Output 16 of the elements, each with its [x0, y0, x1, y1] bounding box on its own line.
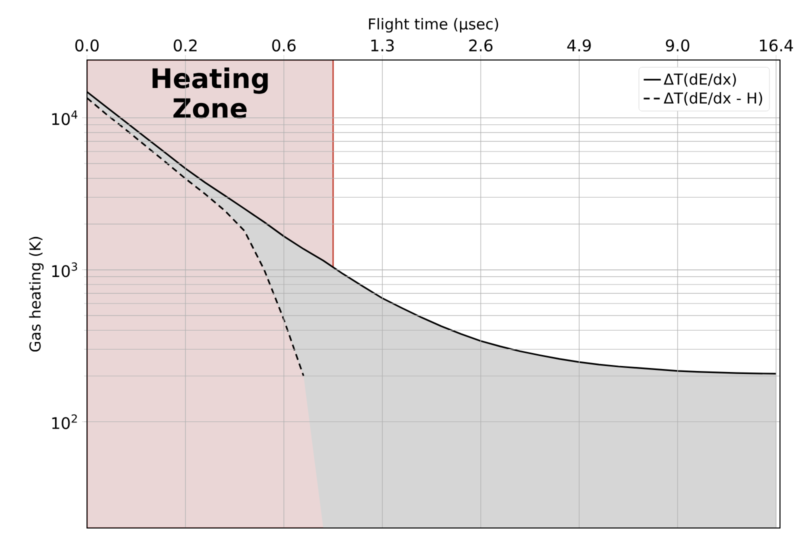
x-tick-label: 0.0 [75, 39, 99, 52]
x-tick-label: 1.3 [371, 39, 394, 52]
x-tick-label: 0.2 [174, 39, 197, 52]
x-tick-label: 9.0 [666, 39, 690, 52]
y-tick-label: 10$^{3}$ [52, 262, 78, 278]
y-tick-label: 10$^{4}$ [52, 110, 78, 126]
x-tick-label: 2.6 [469, 39, 492, 52]
annotation: Heating Zone [152, 68, 268, 118]
x-axis-title: Flight time (μsec) [369, 18, 498, 32]
x-tick-label: 0.6 [272, 39, 296, 52]
y-axis-title: Gas heating (K) [29, 236, 44, 352]
x-tick-label: 16.4 [760, 39, 793, 52]
legend-label: ΔT(dE/dx - H) [664, 92, 762, 106]
x-tick-label: 4.9 [567, 39, 591, 52]
y-tick-label: 10$^{2}$ [52, 414, 77, 430]
legend-label: ΔT(dE/dx) [664, 73, 736, 87]
